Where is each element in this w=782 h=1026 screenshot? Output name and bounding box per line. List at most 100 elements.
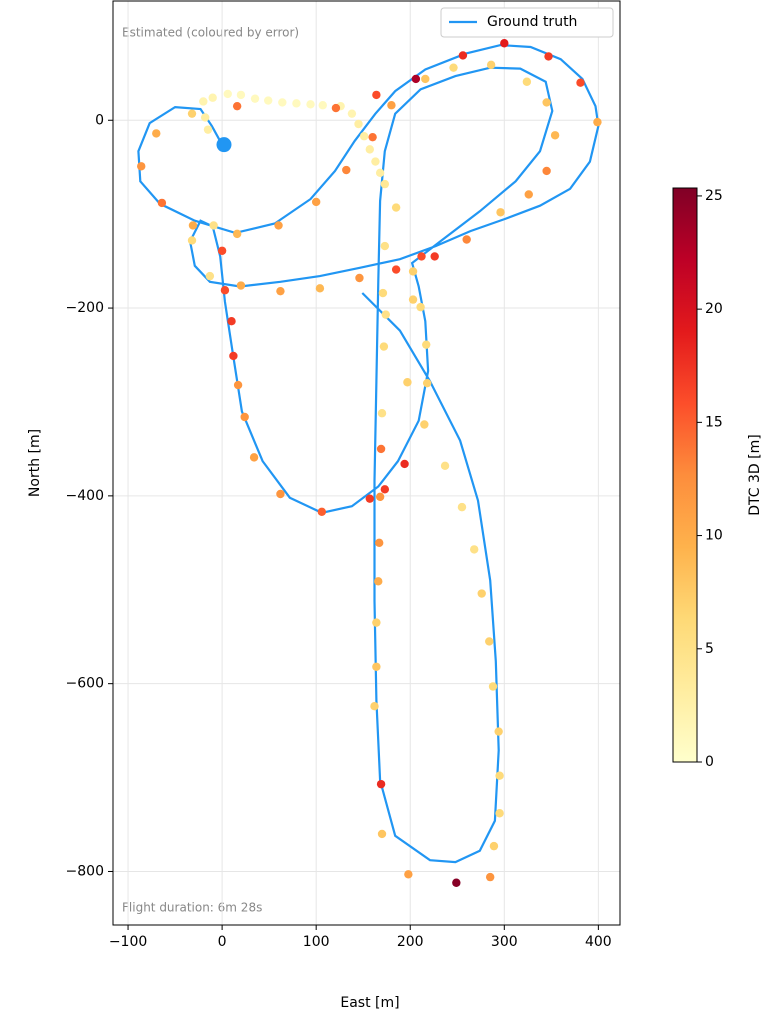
x-tick-label: 100 <box>303 934 330 950</box>
estimate-point <box>187 236 197 245</box>
y-tick-label: 0 <box>95 112 104 128</box>
estimate-point <box>494 727 503 736</box>
estimate-point <box>223 89 232 99</box>
estimate-point <box>374 538 384 548</box>
estimate-point <box>576 78 585 87</box>
estimate-point <box>232 229 242 239</box>
estimate-point <box>422 340 431 349</box>
estimate-point <box>236 281 246 290</box>
estimate-point <box>411 74 421 84</box>
estimate-point <box>457 502 467 512</box>
colorbar <box>672 187 698 763</box>
estimate-point <box>157 198 167 208</box>
estimate-point <box>408 267 418 276</box>
estimate-point <box>233 380 243 390</box>
estimate-point <box>199 97 208 106</box>
estimate-point <box>372 618 381 627</box>
estimate-point <box>200 113 210 122</box>
estimate-point <box>375 168 385 178</box>
estimate-point <box>488 682 498 691</box>
estimate-point <box>477 589 486 598</box>
estimate-point <box>188 221 198 230</box>
annotation: Estimated (coloured by error) <box>122 26 299 40</box>
estimate-point <box>152 129 161 138</box>
colorbar-tick-label: 15 <box>705 414 723 430</box>
estimate-point <box>306 100 315 109</box>
estimate-point <box>495 809 504 818</box>
estimate-point <box>391 203 401 212</box>
estimate-point <box>440 461 450 471</box>
legend-label: Ground truth <box>487 14 577 30</box>
estimate-point <box>391 265 401 274</box>
estimate-point <box>374 577 383 586</box>
estimate-point <box>550 131 560 140</box>
estimate-point <box>331 103 341 113</box>
y-tick-label: −800 <box>66 863 104 879</box>
estimate-point <box>354 119 363 129</box>
estimate-point <box>380 179 390 189</box>
estimate-point <box>377 829 387 839</box>
estimate-point <box>522 77 532 86</box>
estimate-point <box>489 841 499 851</box>
estimate-point <box>203 125 213 134</box>
estimate-point <box>421 74 430 84</box>
annotation: Flight duration: 6m 28s <box>122 901 262 915</box>
estimate-point <box>495 771 504 780</box>
estimate-point <box>400 459 409 469</box>
estimate-point <box>452 878 461 887</box>
x-tick-label: 400 <box>585 934 612 950</box>
estimate-point <box>381 310 390 319</box>
estimate-point <box>380 241 390 251</box>
estimate-point <box>420 420 429 429</box>
estimate-point <box>292 99 301 108</box>
y-tick-label: −200 <box>66 300 104 316</box>
estimate-point <box>342 165 351 175</box>
estimate-point <box>240 412 249 422</box>
estimate-point <box>274 221 283 230</box>
estimate-point <box>485 637 494 646</box>
y-tick-label: −400 <box>66 488 104 504</box>
estimate-point <box>375 492 385 502</box>
estimate-point <box>209 221 218 230</box>
trajectory-line <box>137 43 600 864</box>
estimate-point <box>470 545 479 554</box>
estimate-point <box>205 271 215 281</box>
estimate-point <box>379 342 389 351</box>
estimate-point <box>236 90 246 100</box>
colorbar-tick-label: 0 <box>705 754 714 770</box>
y-tick-label: −600 <box>66 676 104 692</box>
x-tick-label: 200 <box>397 934 424 950</box>
estimate-point <box>485 872 495 882</box>
estimate-point <box>542 98 551 107</box>
estimate-point <box>229 351 238 361</box>
estimate-point <box>355 273 364 283</box>
colorbar-tick-label: 20 <box>705 301 723 317</box>
estimate-point <box>380 485 390 494</box>
estimate-point <box>318 101 327 110</box>
estimate-point <box>347 109 357 118</box>
colorbar-tick-label: 25 <box>705 188 723 204</box>
estimate-point <box>278 98 287 107</box>
estimate-point <box>377 409 387 418</box>
estimate-point <box>403 378 412 387</box>
estimate-point <box>376 444 386 454</box>
estimate-point <box>544 52 553 61</box>
estimate-point <box>500 39 509 48</box>
estimate-point <box>496 208 505 217</box>
legend: Ground truth <box>440 7 614 38</box>
colorbar-tick-label: 10 <box>705 528 723 544</box>
estimate-point <box>593 117 602 127</box>
estimate-point <box>250 94 260 103</box>
estimate-point <box>542 166 551 176</box>
x-axis-label: East [m] <box>340 995 399 1011</box>
estimate-point <box>524 190 533 199</box>
estimate-point <box>378 288 388 298</box>
estimate-point <box>422 378 432 388</box>
estimate-point <box>430 252 439 261</box>
estimate-point <box>486 60 496 70</box>
estimate-point <box>416 302 425 312</box>
estimate-point <box>365 494 374 503</box>
estimate-point <box>276 489 285 499</box>
estimate-point <box>372 662 381 671</box>
